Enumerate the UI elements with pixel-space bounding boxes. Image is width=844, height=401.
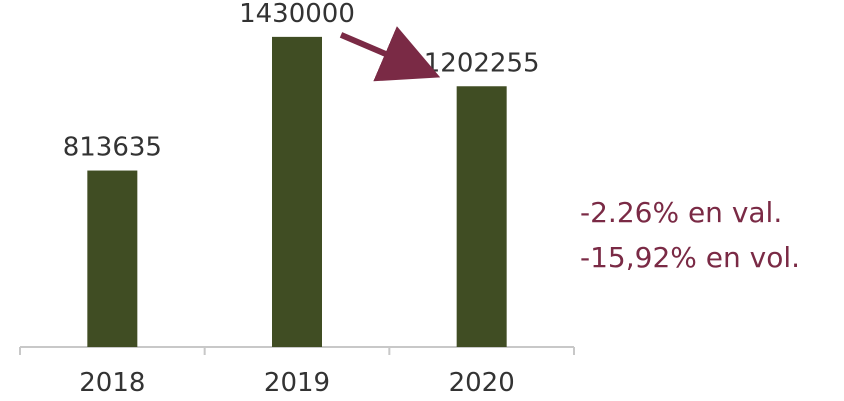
data-label-2019: 1430000: [239, 0, 355, 29]
data-label-2018: 813635: [63, 133, 162, 163]
change-volume-note: -15,92% en vol.: [580, 241, 800, 274]
x-axis: [19, 346, 575, 355]
x-tick-label-2020: 2020: [449, 368, 515, 398]
bar-2020: [456, 86, 507, 347]
data-labels-group: 813635 1430000 1202255: [63, 0, 540, 163]
x-tick-label-2018: 2018: [79, 368, 145, 398]
bar-2018: [87, 170, 138, 347]
bars-group: [87, 36, 507, 348]
x-tick-label-2019: 2019: [264, 368, 330, 398]
x-tick-labels: 2018 2019 2020: [79, 368, 515, 398]
bar-2019: [272, 36, 322, 348]
data-label-2020: 1202255: [424, 48, 540, 78]
trend-arrow: [339, 26, 441, 82]
change-value-note: -2.26% en val.: [580, 196, 782, 229]
